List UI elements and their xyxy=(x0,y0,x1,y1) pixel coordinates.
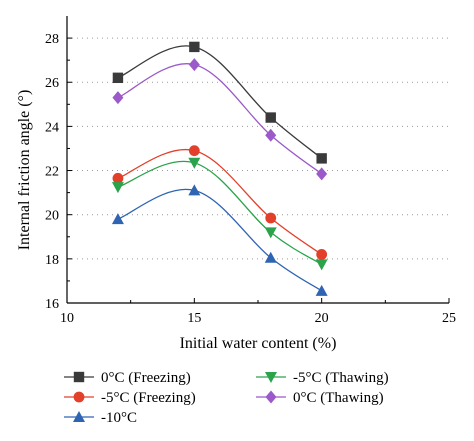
x-tick-label-20: 20 xyxy=(315,311,329,326)
data-point-1-2 xyxy=(265,212,277,224)
data-point-3-2 xyxy=(264,227,277,239)
y-tick-labels: 16 18 20 22 24 26 28 xyxy=(45,32,59,312)
data-point-0-3 xyxy=(316,153,327,164)
y-tick-label-22: 22 xyxy=(45,165,59,180)
legend-marker-1 xyxy=(73,391,85,403)
series-markers xyxy=(111,41,328,296)
x-tick-label-25: 25 xyxy=(442,311,456,326)
data-point-1-1 xyxy=(188,145,200,157)
data-point-1-3 xyxy=(316,249,328,260)
y-tick-label-26: 26 xyxy=(45,76,59,91)
grid-lines xyxy=(67,37,449,260)
data-point-2-0 xyxy=(111,213,124,225)
series-line-2 xyxy=(117,188,323,292)
data-point-0-1 xyxy=(189,41,200,53)
data-point-2-1 xyxy=(188,184,201,196)
y-tick-label-18: 18 xyxy=(45,253,59,268)
data-point-0-0 xyxy=(112,72,124,84)
series-line-3 xyxy=(117,160,323,265)
data-point-4-2 xyxy=(265,128,277,142)
legend-marker-4 xyxy=(265,390,277,404)
legend-marker-3 xyxy=(265,372,277,383)
data-point-4-3 xyxy=(316,167,328,181)
series-line-4 xyxy=(117,63,323,175)
data-point-0-2 xyxy=(265,112,276,123)
x-axis-label: Initial water content (%) xyxy=(180,335,337,352)
legend-label-2: -10°C xyxy=(101,410,137,426)
data-point-4-1 xyxy=(188,58,200,72)
series-line-0 xyxy=(117,45,323,159)
legend-label-1: -5°C (Freezing) xyxy=(101,390,196,406)
x-tick-label-15: 15 xyxy=(187,311,201,326)
series-line-1 xyxy=(117,148,323,255)
data-point-2-3 xyxy=(315,284,328,296)
data-point-3-0 xyxy=(111,182,124,194)
data-point-3-1 xyxy=(188,157,201,169)
legend-label-4: 0°C (Thawing) xyxy=(293,390,384,406)
y-tick-label-28: 28 xyxy=(45,32,59,47)
data-point-2-2 xyxy=(264,251,277,263)
data-point-1-0 xyxy=(112,172,124,184)
legend-marker-0 xyxy=(73,371,85,383)
y-tick-label-24: 24 xyxy=(45,120,59,135)
axes xyxy=(66,16,450,304)
y-tick-label-16: 16 xyxy=(45,297,59,312)
legend-label-3: -5°C (Thawing) xyxy=(293,370,389,386)
series-lines xyxy=(117,45,323,292)
data-point-3-3 xyxy=(315,259,328,271)
data-point-4-0 xyxy=(112,91,124,105)
y-tick-label-20: 20 xyxy=(45,209,59,224)
legend-label-0: 0°C (Freezing) xyxy=(101,370,191,386)
y-axis-label: Internal friction angle (°) xyxy=(16,90,33,251)
x-tick-label-10: 10 xyxy=(60,311,74,326)
legend: 0°C (Freezing) -5°C (Freezing) -10°C -5°C (… xyxy=(64,370,389,426)
legend-marker-2 xyxy=(73,411,85,422)
x-tick-labels: 10 15 20 25 xyxy=(60,311,456,326)
